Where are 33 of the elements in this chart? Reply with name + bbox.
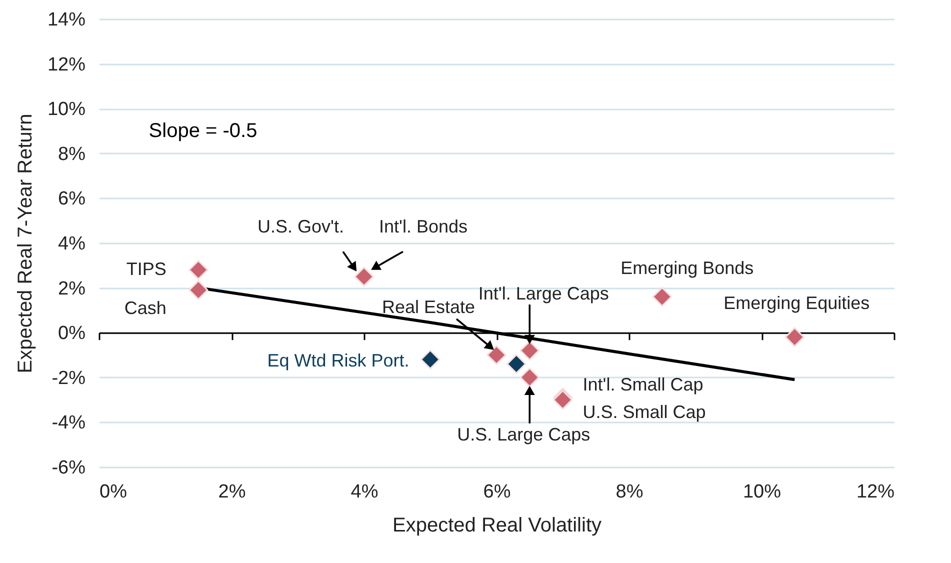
y-tick-label: -4%	[52, 412, 86, 434]
x-tick-label: 4%	[350, 482, 378, 502]
x-axis-title: Expected Real Volatility	[392, 514, 602, 536]
y-axis-title: Expected Real 7-Year Return	[14, 114, 36, 374]
x-tick-label: 0%	[100, 482, 128, 502]
x-tick-label: 6%	[483, 482, 511, 502]
x-tick-label: 8%	[616, 482, 644, 502]
annotation: U.S. Large Caps	[457, 424, 590, 444]
annotation: Emerging Bonds	[620, 258, 754, 278]
annotation: Int'l. Bonds	[379, 216, 468, 237]
annotation: Cash	[124, 298, 166, 318]
x-tick-label: 12%	[856, 482, 895, 502]
y-tick-label: 4%	[58, 234, 86, 254]
y-tick-label: 0%	[58, 323, 86, 344]
x-tick-label: 10%	[742, 482, 782, 502]
y-tick-label: 10%	[47, 99, 86, 120]
annotation: Int'l. Small Cap	[582, 374, 704, 395]
y-tick-label: 2%	[58, 278, 86, 300]
y-tick-label: 12%	[47, 54, 86, 76]
y-tick-label: 14%	[47, 10, 86, 30]
y-tick-label: 8%	[58, 144, 86, 165]
annotation: U.S. Small Cap	[582, 402, 706, 422]
y-tick-label: 6%	[58, 188, 86, 210]
annotation: Eq Wtd Risk Port.	[267, 350, 410, 370]
annotation: Int'l. Large Caps	[478, 284, 609, 304]
annotation: Emerging Equities	[724, 293, 870, 314]
annotation: TIPS	[126, 258, 166, 279]
annotation: Real Estate	[382, 297, 476, 317]
annotation: Slope = -0.5	[148, 120, 258, 142]
x-tick-label: 2%	[218, 482, 246, 502]
y-tick-label: -6%	[52, 458, 86, 478]
annotation: U.S. Gov't.	[258, 216, 344, 237]
y-tick-label: -2%	[52, 368, 86, 389]
